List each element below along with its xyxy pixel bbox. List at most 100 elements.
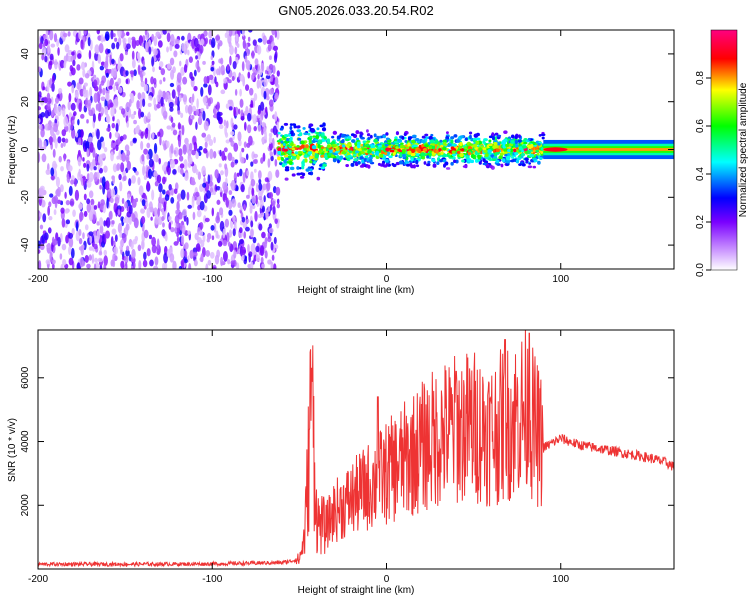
signal-cell [511, 156, 514, 159]
noise-cell [146, 248, 151, 257]
noise-cell [168, 216, 172, 221]
noise-cell [89, 86, 93, 98]
signal-cell [351, 139, 356, 143]
signal-cell [494, 152, 498, 157]
noise-cell [70, 67, 76, 76]
noise-cell [274, 111, 278, 122]
noise-cell [207, 97, 212, 107]
signal-cell [507, 148, 511, 153]
noise-cell [215, 185, 221, 191]
noise-cell [161, 229, 166, 237]
tail-band [543, 148, 674, 151]
spectrogram-x-label: Height of straight line (km) [298, 285, 415, 296]
signal-cell [453, 159, 457, 164]
signal-cell [505, 143, 510, 148]
noise-cell [109, 131, 112, 140]
noise-cell [43, 140, 47, 150]
signal-cell [350, 133, 355, 137]
signal-cell [423, 161, 427, 165]
y-tick-label: 40 [20, 48, 31, 60]
signal-cell [491, 158, 496, 162]
noise-cell [47, 125, 51, 131]
noise-cell [260, 157, 264, 164]
noise-cell [177, 165, 181, 173]
noise-cell [144, 128, 149, 139]
noise-cell [59, 253, 63, 260]
noise-cell [38, 106, 42, 111]
noise-cell [168, 221, 172, 230]
signal-cell [517, 139, 522, 143]
noise-cell [254, 64, 258, 70]
noise-cell [176, 72, 182, 84]
signal-cell [447, 144, 452, 147]
signal-cell [532, 149, 537, 153]
noise-cell [229, 55, 232, 66]
colorbar-ticks: 0.0 0.2 0.4 0.6 0.8 [695, 71, 711, 277]
noise-cell [200, 86, 204, 97]
noise-cell [252, 39, 257, 46]
noise-cell [124, 201, 128, 209]
noise-cell [63, 153, 66, 162]
noise-cell [163, 201, 167, 212]
signal-cell [447, 138, 452, 142]
noise-cell [273, 149, 277, 156]
noise-cell [68, 237, 74, 248]
noise-cell [129, 92, 134, 98]
signal-cell [492, 145, 497, 150]
noise-cell [197, 66, 201, 73]
noise-cell [98, 83, 102, 93]
signal-cell [314, 150, 319, 154]
noise-cell [251, 50, 255, 59]
noise-cell [77, 137, 82, 146]
noise-cell [205, 249, 211, 257]
signal-cell [387, 145, 392, 149]
colorbar-label: Normalized spectral amplitude [738, 82, 749, 217]
noise-cell [108, 210, 113, 221]
noise-cell [52, 148, 56, 158]
noise-cell [113, 84, 116, 92]
signal-cell [439, 139, 443, 143]
noise-cell [119, 231, 123, 238]
signal-cell [476, 158, 481, 163]
signal-cell [412, 134, 417, 138]
noise-cell [160, 68, 166, 76]
noise-cell [223, 77, 228, 84]
noise-cell [252, 67, 256, 73]
noise-cell [212, 266, 216, 269]
noise-cell [197, 116, 203, 126]
noise-cell [276, 198, 280, 205]
noise-cell [112, 253, 115, 263]
signal-cell [348, 150, 353, 154]
x-tick-label: -200 [28, 574, 48, 585]
noise-cell [274, 92, 279, 100]
signal-cell [309, 160, 313, 164]
noise-cell [116, 163, 121, 171]
noise-cell [182, 208, 187, 217]
noise-cell [142, 60, 146, 67]
noise-cell [268, 191, 274, 199]
noise-cell [265, 95, 270, 101]
noise-cell [117, 77, 122, 85]
noise-cell [94, 44, 100, 55]
noise-cell [213, 223, 217, 233]
noise-cell [106, 197, 109, 209]
signal-cell [309, 135, 313, 139]
signal-cell [524, 157, 529, 161]
noise-cell [83, 193, 87, 201]
signal-cell [515, 159, 520, 164]
noise-cell [191, 149, 197, 156]
noise-cell [222, 239, 228, 247]
noise-cell [189, 142, 193, 152]
noise-cell [162, 176, 166, 185]
noise-cell [198, 145, 203, 151]
noise-cell [39, 212, 42, 218]
signal-cell [291, 147, 296, 151]
signal-cell [301, 172, 306, 177]
noise-cell [88, 49, 92, 60]
y-tick-label: 20 [20, 96, 31, 108]
noise-cell [159, 61, 164, 68]
signal-cell [512, 148, 517, 153]
noise-cell [263, 90, 267, 100]
snr-frame [37, 329, 675, 570]
noise-cell [71, 228, 75, 236]
